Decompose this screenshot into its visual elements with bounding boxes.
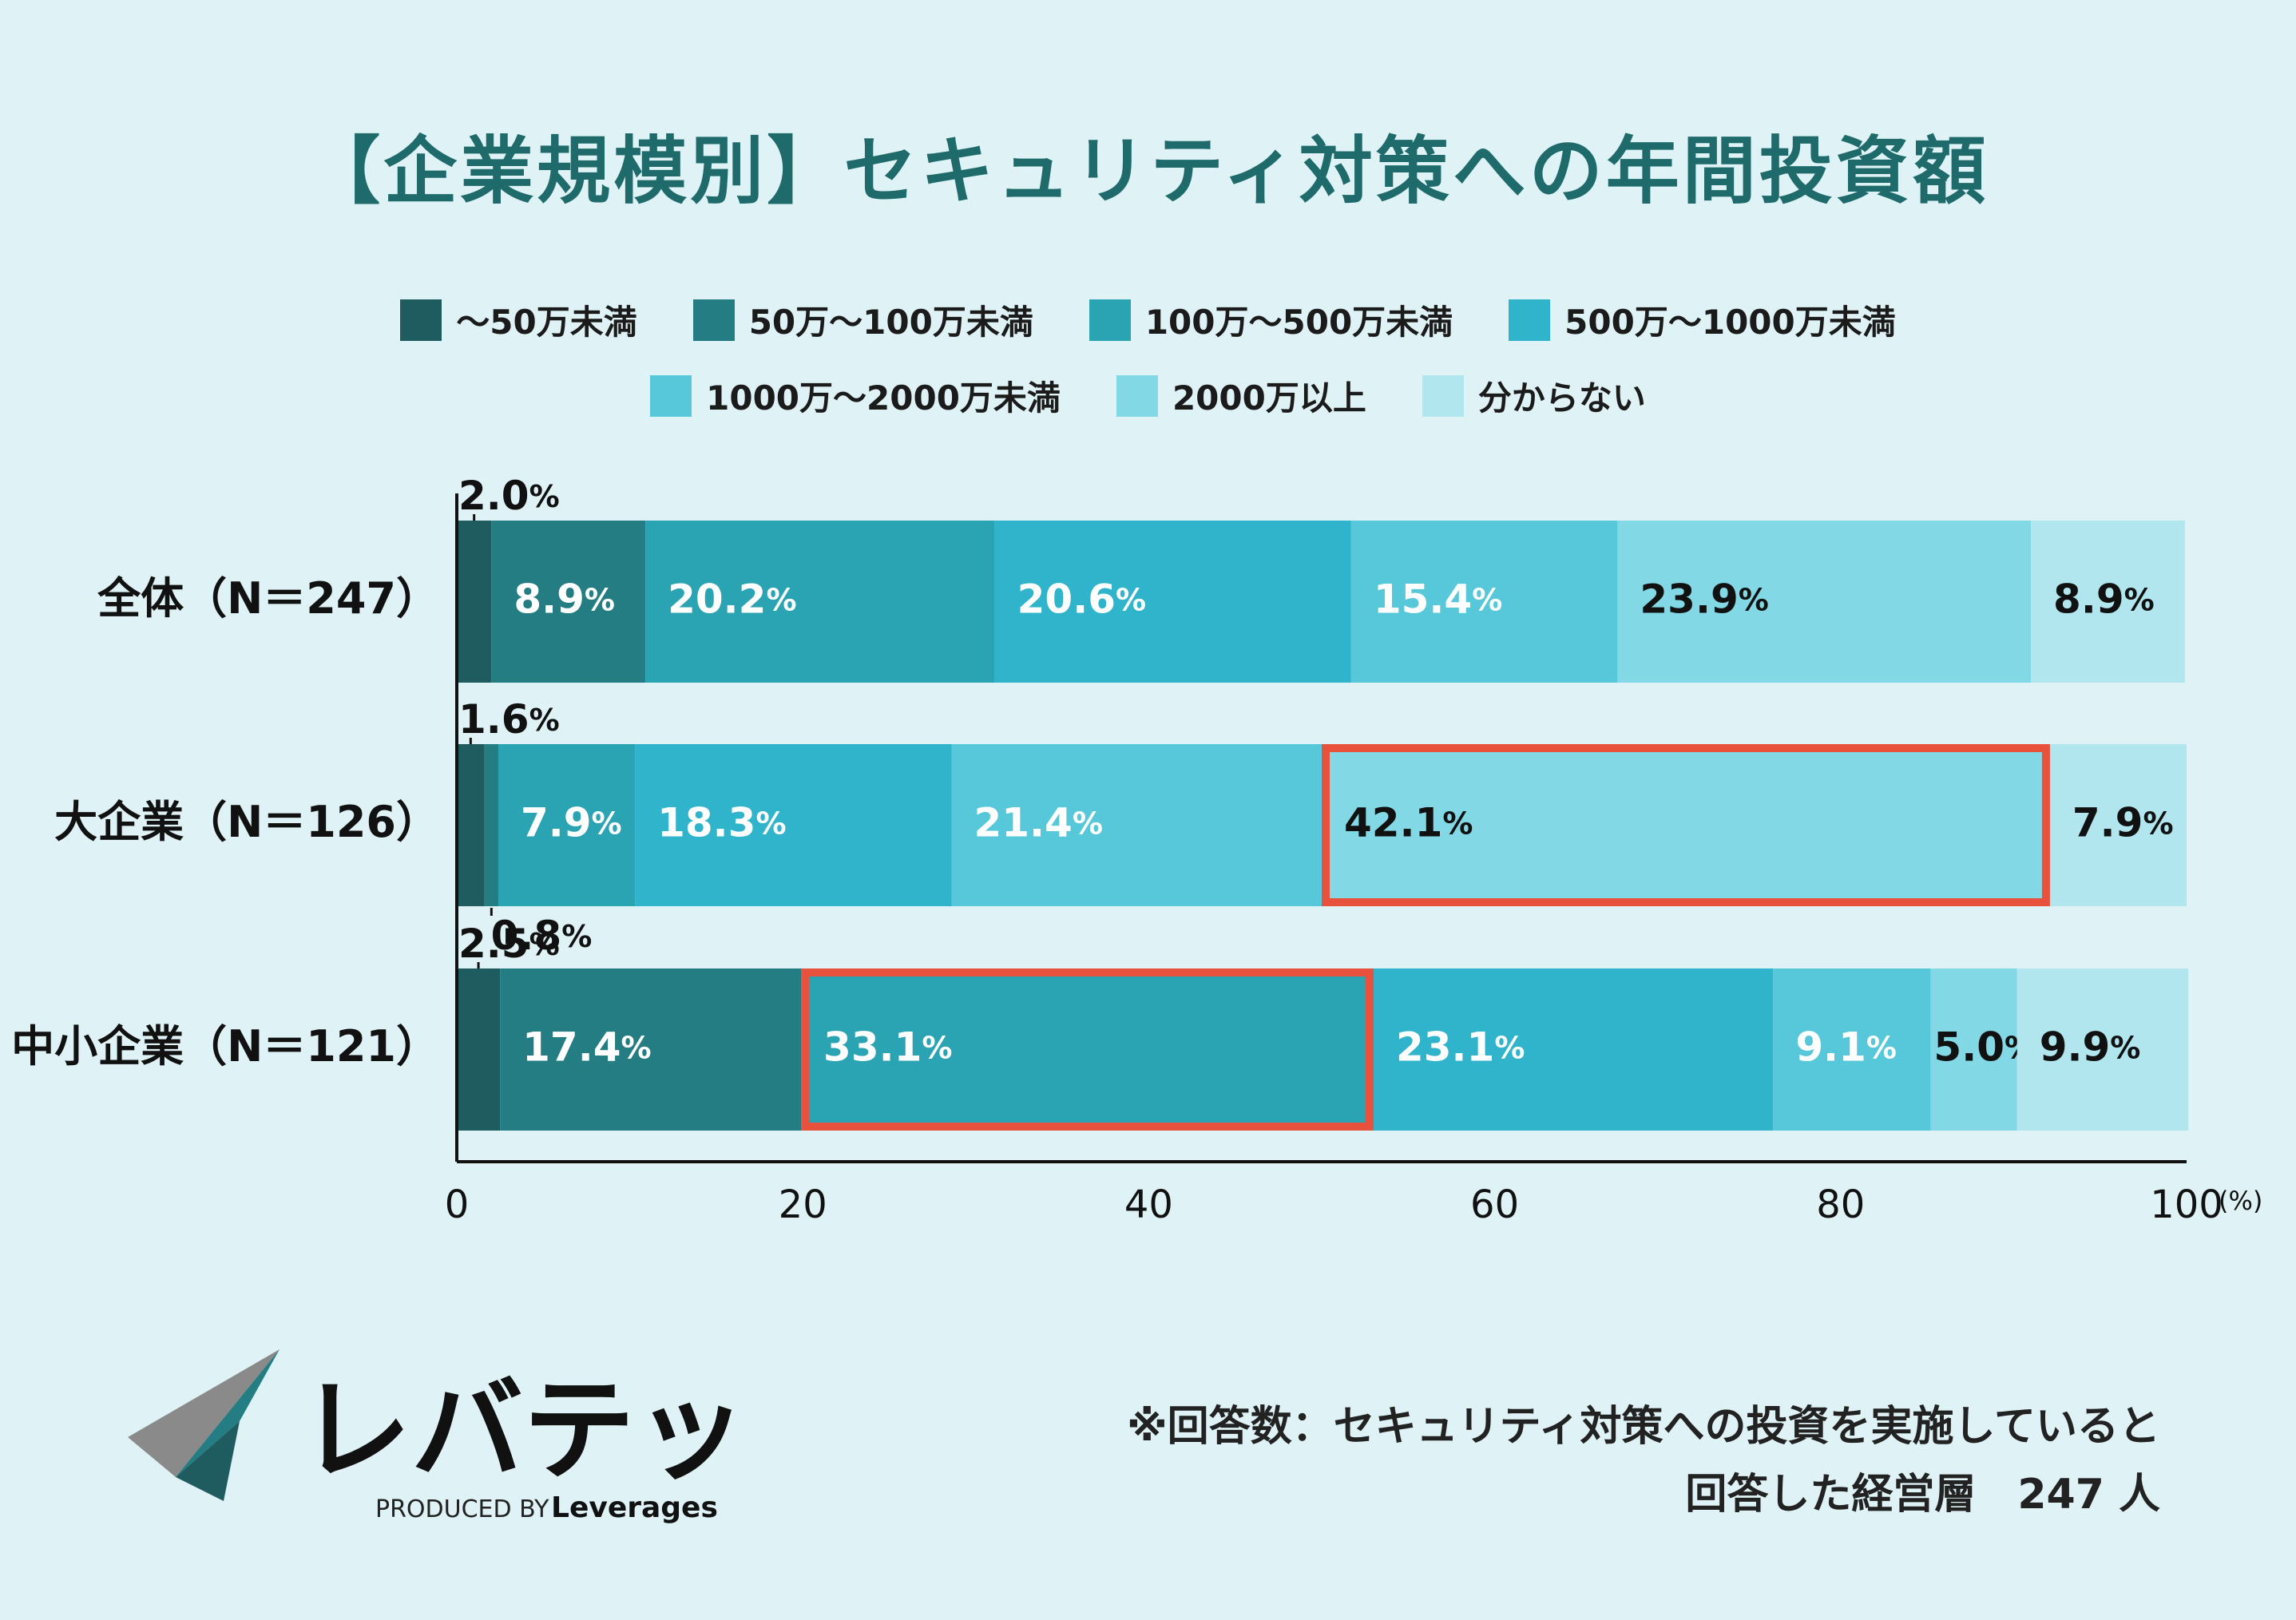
data-label: 9.9% [2040,1024,2141,1070]
logo-mark-gray [128,1349,280,1477]
legend-label: 50万〜100万未満 [748,303,1033,342]
legend-row-2: 1000万〜2000万未満 2000万以上 分からない [0,371,2296,420]
legend-row-1: 〜50万未満 50万〜100万未満 100万〜500万未満 500万〜1000万… [0,295,2296,344]
bar-segment [1773,968,1931,1131]
x-axis-unit: (%) [2219,1186,2262,1216]
bar-segment [457,521,492,683]
logo-produced-by: PRODUCED BY [375,1495,549,1523]
data-label: 20.2% [668,576,796,622]
legend-swatch [1089,299,1131,341]
data-label-callout: 1.6% [458,696,560,743]
footnote-line-2: 回答した経営層 247 人 [1685,1471,2160,1519]
data-label: 8.9% [514,576,615,622]
data-label: 23.1% [1396,1024,1525,1070]
data-label-callout: 2.0% [458,473,560,519]
data-label-callout: 2.5% [458,921,560,967]
bar-segment [484,744,498,906]
logo-mark-dark [176,1421,240,1501]
x-tick-label: 40 [1124,1182,1173,1227]
x-tick-label: 80 [1816,1182,1865,1227]
data-label: 15.4% [1374,576,1502,622]
legend-swatch [1422,374,1464,417]
stacked-bar-chart: 全体（N＝247） 2.0% 8.9% 20.2% 20.6% 15.4% 23.9% 8.9… [11,473,2262,1228]
legend-swatch [400,299,442,341]
bar-segment [491,521,646,683]
legend-label: 1000万〜2000万未満 [706,378,1061,418]
legend-item: 〜50万未満 [400,295,637,344]
legend-swatch [650,374,692,417]
bar-segment [2031,521,2185,683]
footnote-line-1: ※回答数：セキュリティ対策への投資を実施していると [1127,1403,2160,1451]
bar-segment [498,744,636,906]
data-label: 20.6% [1017,576,1146,622]
bar-segment [951,744,1322,906]
legend-item: 分からない [1422,371,1646,420]
category-label: 全体（N＝247） [97,573,439,624]
data-label: 33.1% [823,1024,952,1070]
logo-brand-text: レバテック [299,1366,751,1496]
logo-mark-teal [176,1349,280,1477]
legend-label: 500万〜1000万未満 [1564,303,1896,342]
legend-label: 〜50万未満 [456,303,637,342]
legend-item: 100万〜500万未満 [1089,295,1453,344]
bar-segment [1373,968,1774,1131]
leverages-logo: レバテック PRODUCED BY Leverages [128,1349,751,1524]
footnote: ※回答数：セキュリティ対策への投資を実施していると 回答した経営層 247 人 [1127,1393,2160,1529]
legend-swatch [1509,299,1551,341]
data-label-callout: 0.8% [491,913,593,959]
bar-segment [1350,521,1618,683]
bar-segment [994,521,1351,683]
data-label: 18.3% [657,799,786,846]
data-label: 8.9% [2053,576,2155,622]
data-label: 21.4% [974,799,1102,846]
bar-segment [457,744,485,906]
legend-item: 2000万以上 [1116,371,1366,420]
data-label: 42.1% [1344,799,1473,846]
category-label: 大企業（N＝126） [54,797,439,847]
bar-segment [801,968,1374,1131]
highlight-box [1322,744,2050,906]
bar-segment [1930,968,2017,1131]
bar-segment [635,744,952,906]
bar-segment [2049,744,2187,906]
bar-segment [1322,744,2050,906]
bar-segment [1617,521,2032,683]
legend-label: 分からない [1477,378,1646,418]
data-label: 17.4% [522,1024,651,1070]
data-label: 9.1% [1795,1024,1897,1070]
logo-company: Leverages [551,1491,718,1524]
legend-item: 500万〜1000万未満 [1509,295,1896,344]
bar-segment [500,968,802,1131]
bar-segment [2016,968,2189,1131]
x-tick-label: 0 [445,1182,470,1227]
x-tick-label: 100 [2150,1182,2223,1227]
data-label: 7.9% [521,799,622,846]
legend-label: 2000万以上 [1172,378,1366,418]
data-label: 7.9% [2072,799,2174,846]
highlight-box [801,968,1374,1131]
legend-swatch [1116,374,1158,417]
x-tick-label: 60 [1470,1182,1519,1227]
legend-item: 50万〜100万未満 [692,295,1033,344]
x-tick-label: 20 [779,1182,827,1227]
chart-title: 【企業規模別】セキュリティ対策への年間投資額 [307,129,1989,214]
legend-label: 100万〜500万未満 [1144,303,1453,342]
data-label: 23.9% [1640,576,1768,622]
legend-swatch [692,299,735,341]
bar-segment [645,521,995,683]
category-label: 中小企業（N＝121） [11,1021,439,1071]
bar-segment [457,968,501,1131]
legend-item: 1000万〜2000万未満 [650,371,1061,420]
